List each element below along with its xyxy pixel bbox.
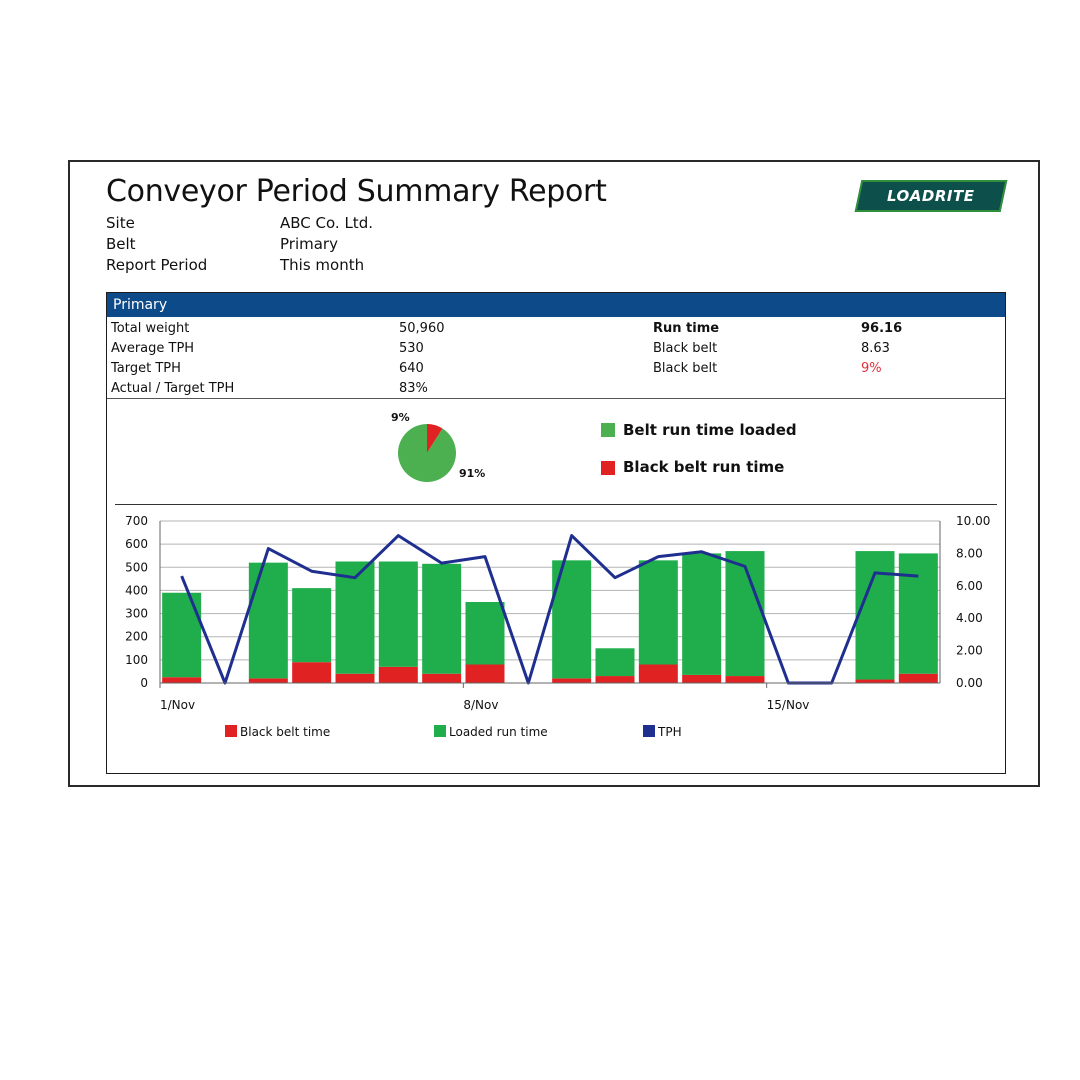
bar-black-belt (248, 678, 288, 683)
right-tick-label: 2.00 (956, 644, 983, 658)
legend-swatch (225, 725, 237, 737)
x-tick-label: 1/Nov (160, 698, 195, 712)
stat-label-black-belt-pct: Black belt (653, 361, 718, 376)
bar-black-belt (465, 664, 505, 683)
bar-black-belt (898, 673, 938, 683)
pie-legend-black-belt: Black belt run time (623, 458, 785, 476)
bar-loaded (898, 553, 938, 674)
left-tick-label: 200 (125, 630, 148, 644)
right-tick-label: 10.00 (956, 514, 990, 528)
report-title: Conveyor Period Summary Report (106, 174, 607, 209)
bar-loaded (335, 561, 375, 674)
meta-label-site: Site (106, 214, 135, 232)
stat-label-run-time: Run time (653, 321, 720, 336)
loadrite-logo: LOADRITE (854, 180, 1008, 212)
chart-axes: 0 100 200 300 400 500 600 700 0.00 2.00 4.00 6.00 8.… (125, 514, 990, 712)
chart-bars (162, 551, 938, 683)
bar-loaded (638, 560, 678, 665)
pie-legend-loaded: Belt run time loaded (623, 421, 797, 439)
stat-value-actual-target: 83% (399, 381, 428, 396)
stat-value-black-belt-pct: 9% (861, 361, 882, 376)
left-tick-label: 0 (140, 676, 148, 690)
report-page: Conveyor Period Summary Report Site ABC … (68, 160, 1040, 787)
right-tick-label: 0.00 (956, 676, 983, 690)
combo-chart: 0 100 200 300 400 500 600 700 0.00 2.00 4.00 6.00 8.… (125, 514, 990, 739)
bar-loaded (422, 563, 462, 674)
bar-black-belt (378, 666, 418, 683)
bar-loaded (595, 648, 635, 677)
bar-black-belt (335, 673, 375, 683)
stat-value-run-time: 96.16 (861, 321, 903, 336)
meta-label-belt: Belt (106, 235, 136, 253)
x-tick-label: 8/Nov (463, 698, 498, 712)
stat-label-target-tph: Target TPH (111, 361, 181, 376)
legend-label: Loaded run time (449, 725, 548, 739)
pie-divider (115, 504, 997, 505)
stat-label-average-tph: Average TPH (111, 341, 195, 356)
left-tick-label: 500 (125, 560, 148, 574)
stat-label-actual-target: Actual / Target TPH (111, 381, 235, 396)
bar-loaded (292, 588, 332, 663)
left-tick-label: 100 (125, 653, 148, 667)
bar-black-belt (162, 677, 202, 683)
pie-label-black-belt: 9% (391, 411, 410, 424)
bar-black-belt (422, 673, 462, 683)
meta-value-period: This month (280, 256, 365, 274)
right-tick-label: 8.00 (956, 546, 983, 560)
pie-slice-loaded (398, 424, 456, 482)
bar-black-belt (292, 662, 332, 683)
bar-loaded (855, 551, 895, 680)
logo-text: LOADRITE (887, 187, 975, 205)
left-tick-label: 700 (125, 514, 148, 528)
panel-header: Primary (107, 293, 1005, 317)
bar-loaded (378, 561, 418, 667)
bar-black-belt (638, 664, 678, 683)
left-tick-label: 400 (125, 583, 148, 597)
bar-loaded (162, 592, 202, 678)
pie-chart (398, 424, 456, 482)
bar-black-belt (855, 679, 895, 683)
stat-value-average-tph: 530 (399, 341, 424, 356)
bar-black-belt (682, 674, 722, 683)
chart-legend: Black belt time Loaded run time TPH (225, 725, 682, 739)
meta-value-site: ABC Co. Ltd. (280, 214, 373, 232)
right-tick-label: 4.00 (956, 611, 983, 625)
right-tick-label: 6.00 (956, 579, 983, 593)
legend-swatch (643, 725, 655, 737)
bar-black-belt (552, 678, 592, 683)
meta-label-period: Report Period (106, 256, 208, 274)
bar-black-belt (725, 676, 765, 683)
legend-swatch (434, 725, 446, 737)
left-tick-label: 600 (125, 537, 148, 551)
pie-legend-swatch-loaded (601, 423, 615, 437)
chart-tph-line (180, 534, 919, 685)
stat-value-total-weight: 50,960 (399, 321, 445, 336)
stat-value-target-tph: 640 (399, 361, 424, 376)
legend-label: Black belt time (240, 725, 330, 739)
x-tick-label: 15/Nov (767, 698, 810, 712)
bar-loaded (465, 602, 505, 665)
stats-divider (107, 398, 1005, 399)
primary-panel: Primary Total weight 50,960 Average TPH … (106, 292, 1006, 774)
left-tick-label: 300 (125, 607, 148, 621)
pie-slice-black-belt (427, 424, 443, 453)
stat-value-black-belt: 8.63 (861, 341, 890, 356)
bar-loaded (248, 562, 288, 679)
pie-legend-swatch-black-belt (601, 461, 615, 475)
meta-value-belt: Primary (280, 235, 338, 253)
pie-label-loaded: 91% (459, 467, 486, 480)
bar-loaded (725, 551, 765, 677)
stat-label-black-belt: Black belt (653, 341, 718, 356)
bar-black-belt (595, 676, 635, 683)
bar-loaded (682, 553, 722, 675)
stat-label-total-weight: Total weight (111, 321, 190, 336)
legend-label: TPH (657, 725, 682, 739)
tph-line (180, 534, 919, 685)
